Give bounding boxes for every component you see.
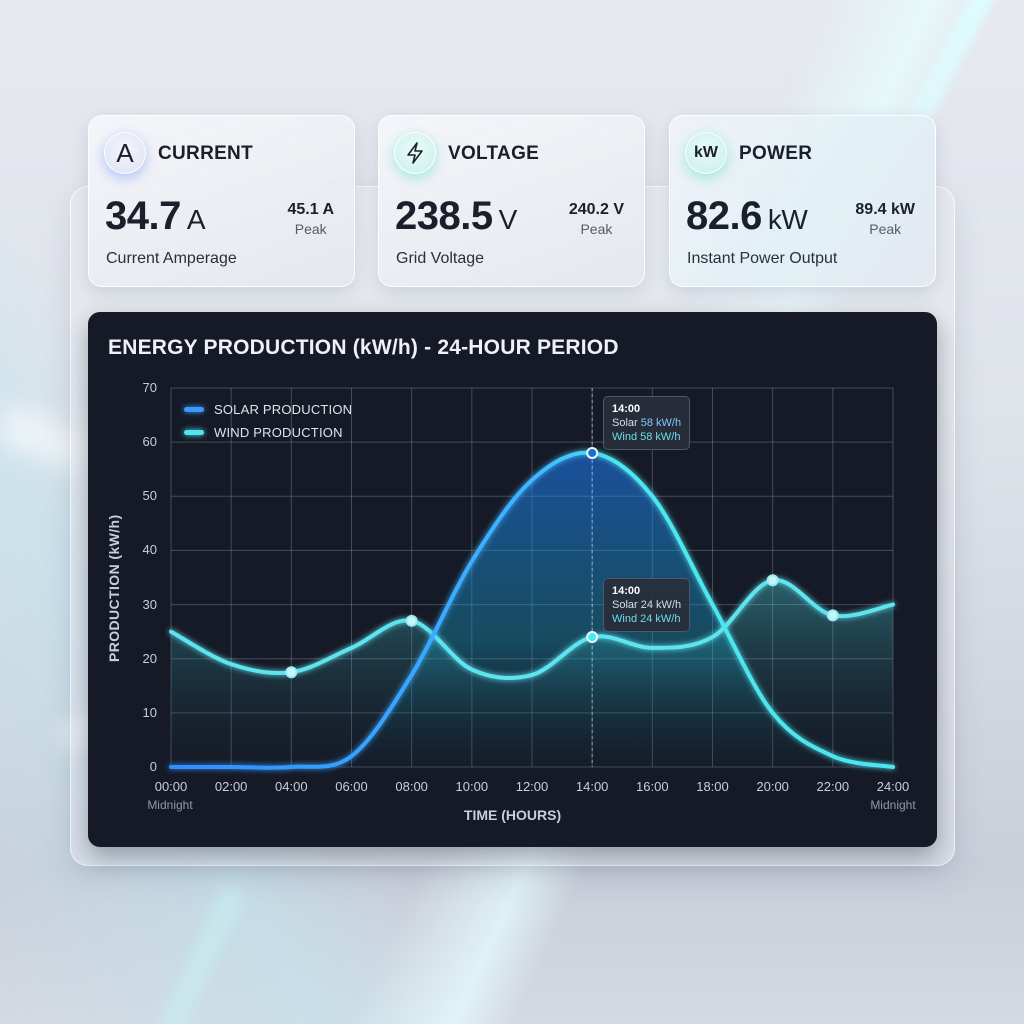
kilowatt-icon: kW xyxy=(685,132,727,174)
peak-label: Peak xyxy=(580,221,613,237)
value-number: 34.7 xyxy=(105,194,181,238)
tooltip-solar-row: Solar 58 kW/h xyxy=(612,416,681,430)
tooltip-time: 14:00 xyxy=(612,585,641,597)
value-unit: kW xyxy=(767,204,808,235)
chart-tooltip-wind: 14:00 Solar 24 kW/h Wind 24 kW/h xyxy=(603,578,691,632)
tooltip-wind-value: 24 kW/h xyxy=(640,613,681,625)
chart-legend: SOLAR PRODUCTION WIND PRODUCTION xyxy=(184,398,352,444)
x-axis-label: TIME (HOURS) xyxy=(463,807,562,823)
current-metric-card[interactable]: A CURRENT 34.7 A 45.1 A Peak Current Ampe… xyxy=(88,115,355,287)
card-title: CURRENT xyxy=(158,143,253,164)
card-value: 82.6 kW xyxy=(686,194,808,239)
chart-tooltip-peak: 14:00 Solar 58 kW/h Wind 58 kW/h xyxy=(603,396,691,450)
x-tick-label: 14:00 xyxy=(575,779,609,794)
x-start-sublabel: Midnight xyxy=(147,798,193,812)
peak-block: 45.1 A Peak xyxy=(287,201,334,237)
legend-item-solar[interactable]: SOLAR PRODUCTION xyxy=(184,398,352,421)
legend-label: WIND PRODUCTION xyxy=(214,425,343,440)
x-end-sublabel: Midnight xyxy=(870,798,916,812)
x-tick-label: 24:00 xyxy=(876,779,910,794)
y-tick-label: 60 xyxy=(142,434,157,450)
value-number: 238.5 xyxy=(395,194,493,238)
x-tick-label: 12:00 xyxy=(515,779,549,794)
value-number: 82.6 xyxy=(686,194,762,238)
voltage-metric-card[interactable]: VOLTAGE 238.5 V 240.2 V Peak Grid Voltage xyxy=(378,115,645,287)
x-tick-label: 02:00 xyxy=(214,779,248,794)
y-tick-label: 20 xyxy=(142,650,157,666)
peak-label: Peak xyxy=(869,221,902,237)
tooltip-solar-value: 58 kW/h xyxy=(640,417,682,429)
tooltip-wind-label: Wind xyxy=(612,613,638,625)
value-unit: V xyxy=(498,204,518,235)
data-point-marker[interactable] xyxy=(405,614,418,627)
data-point-marker[interactable] xyxy=(285,666,298,679)
peak-value: 45.1 A xyxy=(287,201,334,218)
tooltip-solar-row: Solar 24 kW/h xyxy=(612,598,681,612)
data-point-marker[interactable] xyxy=(586,446,599,459)
x-tick-label: 20:00 xyxy=(756,779,789,794)
tooltip-wind-label: Wind xyxy=(612,431,638,443)
y-tick-label: 10 xyxy=(142,704,157,720)
peak-value: 240.2 V xyxy=(568,201,624,218)
x-tick-label: 18:00 xyxy=(696,779,729,794)
x-tick-label: 00:00 xyxy=(154,779,188,794)
peak-value: 89.4 kW xyxy=(855,201,915,218)
tooltip-solar-label: Solar xyxy=(612,417,638,429)
card-subtitle: Grid Voltage xyxy=(396,250,485,267)
y-tick-label: 30 xyxy=(142,596,157,612)
energy-production-chart: ENERGY PRODUCTION (kW/h) - 24-HOUR PERIO… xyxy=(88,312,937,847)
y-tick-label: 40 xyxy=(142,542,157,558)
y-tick-label: 70 xyxy=(142,380,157,395)
card-title: POWER xyxy=(739,143,813,164)
card-value: 238.5 V xyxy=(395,194,517,239)
background-light-beam xyxy=(138,883,248,1024)
peak-block: 240.2 V Peak xyxy=(569,201,624,237)
y-axis-label: PRODUCTION (kW/h) xyxy=(106,514,122,662)
card-subtitle: Current Amperage xyxy=(106,250,237,267)
value-unit: A xyxy=(186,204,206,235)
card-subtitle: Instant Power Output xyxy=(687,250,838,267)
x-tick-label: 22:00 xyxy=(816,779,850,794)
peak-label: Peak xyxy=(294,221,327,237)
chart-plot-area[interactable] xyxy=(88,312,937,847)
peak-block: 89.4 kW Peak xyxy=(855,201,915,237)
data-point-marker[interactable] xyxy=(826,609,839,622)
x-tick-label: 10:00 xyxy=(455,779,489,794)
x-tick-label: 16:00 xyxy=(636,779,669,794)
ampere-icon: A xyxy=(104,132,146,174)
chart-title: ENERGY PRODUCTION (kW/h) - 24-HOUR PERIO… xyxy=(108,336,619,359)
x-tick-label: 06:00 xyxy=(335,779,368,794)
tooltip-solar-label: Solar xyxy=(612,599,638,611)
card-value: 34.7 A xyxy=(105,194,206,239)
tooltip-wind-row: Wind 24 kW/h xyxy=(612,612,681,626)
solar-swatch-icon xyxy=(184,407,204,412)
wind-swatch-icon xyxy=(184,430,204,435)
power-metric-card[interactable]: kW POWER 82.6 kW 89.4 kW Peak Instant Pow… xyxy=(669,115,936,287)
tooltip-time: 14:00 xyxy=(612,403,641,415)
x-tick-label: 04:00 xyxy=(275,779,308,794)
x-tick-label: 08:00 xyxy=(395,779,428,794)
tooltip-solar-value: 24 kW/h xyxy=(640,599,682,611)
legend-label: SOLAR PRODUCTION xyxy=(214,402,353,417)
lightning-bolt-icon xyxy=(394,132,436,174)
data-point-marker[interactable] xyxy=(586,631,599,644)
tooltip-wind-row: Wind 58 kW/h xyxy=(612,430,681,444)
tooltip-wind-value: 58 kW/h xyxy=(640,431,681,443)
card-title: VOLTAGE xyxy=(448,143,540,164)
legend-item-wind[interactable]: WIND PRODUCTION xyxy=(184,421,352,444)
y-tick-label: 0 xyxy=(149,759,157,774)
y-tick-label: 50 xyxy=(142,488,157,504)
data-point-marker[interactable] xyxy=(766,574,779,587)
